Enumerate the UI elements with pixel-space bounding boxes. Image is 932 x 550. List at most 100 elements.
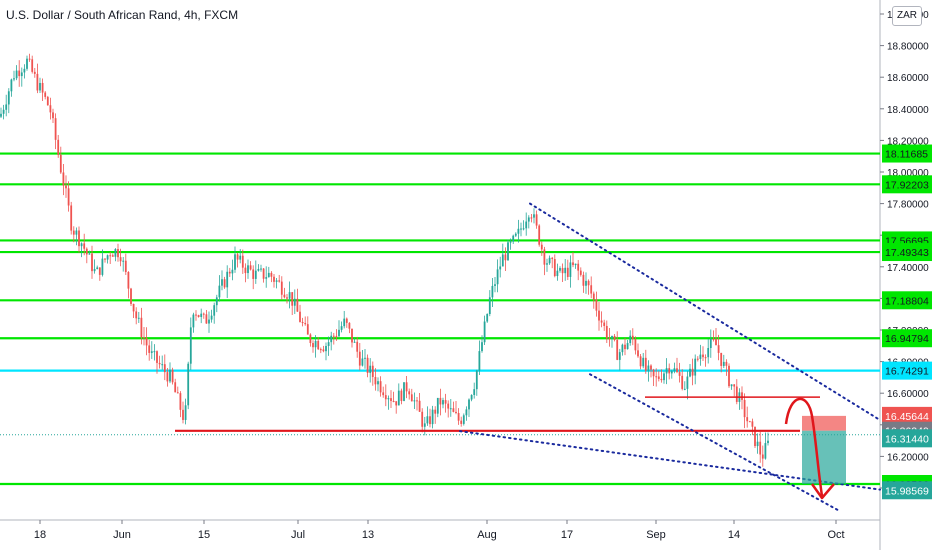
candle-body	[444, 400, 447, 404]
candle-body	[226, 271, 229, 288]
level-price-label: 16.94794	[885, 333, 929, 345]
candle-body	[166, 372, 169, 382]
candle-body	[31, 59, 34, 72]
candle-body	[473, 389, 476, 395]
candle-body	[114, 249, 117, 257]
candle-body	[390, 398, 392, 401]
candle-body	[304, 323, 307, 325]
y-tick-label: 18.00000	[887, 168, 929, 179]
price-tag-label-bg	[882, 481, 932, 500]
candle-body	[260, 268, 262, 270]
candle-body	[208, 319, 210, 324]
candle-body	[421, 411, 424, 427]
candle-body	[447, 403, 450, 409]
candle-body	[244, 267, 247, 274]
candle-body	[403, 382, 405, 401]
candle-body	[543, 249, 546, 265]
candle-body	[288, 292, 291, 299]
candle-body	[499, 266, 502, 270]
candle-body	[481, 342, 483, 352]
candle-body	[504, 254, 507, 261]
candle-body	[143, 337, 145, 339]
candle-body	[574, 263, 577, 266]
lower-trendline	[589, 373, 839, 512]
candle-body	[761, 454, 764, 459]
x-tick-label: 17	[561, 529, 573, 541]
candle-body	[657, 376, 660, 379]
candle-body	[46, 96, 49, 106]
candle-body	[20, 72, 23, 77]
candle-body	[395, 401, 398, 406]
candle-body	[327, 342, 330, 346]
candle-body	[335, 335, 338, 337]
candle-body	[257, 268, 260, 271]
candle-body	[44, 92, 47, 97]
candle-body	[668, 368, 671, 374]
candle-body	[748, 421, 751, 423]
candle-body	[200, 313, 203, 317]
y-tick-label: 18.80000	[887, 42, 929, 53]
candle-body	[561, 268, 564, 274]
y-tick-label: 18.20000	[887, 136, 929, 147]
candle-body	[626, 343, 629, 350]
candle-body	[629, 335, 632, 344]
candle-body	[715, 338, 717, 346]
y-tick-label: 16.20000	[887, 452, 929, 463]
candle-body	[174, 382, 177, 393]
candle-body	[462, 415, 465, 424]
candle-body	[293, 298, 296, 306]
candle-body	[2, 109, 5, 114]
candle-body	[156, 351, 158, 363]
candle-body	[111, 255, 114, 257]
candle-body	[338, 329, 340, 337]
candle-body	[624, 344, 626, 350]
candle-body	[184, 405, 187, 420]
x-tick-label: Jul	[291, 529, 305, 541]
x-tick-label: Oct	[827, 529, 844, 541]
candle-body	[62, 172, 65, 186]
level-price-label: 17.92203	[885, 179, 929, 191]
x-tick-label: 15	[198, 529, 210, 541]
candle-body	[579, 270, 582, 275]
level-price-label-bg	[882, 144, 932, 163]
candle-body	[676, 368, 678, 373]
level-price-label: 17.18804	[885, 295, 929, 307]
candle-body	[582, 274, 585, 286]
candle-body	[491, 285, 494, 298]
candle-body	[533, 214, 535, 218]
stop-loss-zone	[802, 415, 846, 431]
level-price-label: 18.11685	[885, 149, 928, 161]
candle-body	[681, 375, 684, 389]
candle-body	[707, 348, 710, 358]
candle-body	[348, 322, 351, 329]
x-tick-label: Aug	[477, 529, 497, 541]
candle-body	[299, 311, 301, 322]
y-tick-label: 18.60000	[887, 73, 929, 84]
candle-body	[670, 371, 673, 374]
level-price-label-bg	[882, 361, 932, 380]
candle-body	[400, 390, 403, 401]
candle-body	[442, 400, 444, 405]
candle-body	[171, 369, 174, 383]
candle-body	[182, 409, 184, 420]
candle-body	[712, 338, 715, 340]
candle-body	[553, 259, 556, 277]
candle-body	[733, 384, 736, 387]
candle-body	[145, 337, 148, 346]
candle-body	[330, 335, 333, 343]
candle-body	[572, 262, 574, 266]
currency-badge[interactable]: ZAR	[892, 6, 922, 26]
candle-body	[691, 368, 694, 376]
level-price-label-bg	[882, 291, 932, 310]
candle-body	[530, 217, 533, 219]
candle-body	[189, 327, 192, 364]
candle-body	[57, 139, 60, 155]
candle-body	[332, 335, 335, 337]
candle-body	[686, 376, 689, 389]
candle-body	[728, 365, 730, 387]
candle-body	[756, 441, 759, 447]
candle-body	[486, 314, 489, 322]
candle-body	[613, 335, 616, 341]
candle-body	[735, 386, 738, 402]
